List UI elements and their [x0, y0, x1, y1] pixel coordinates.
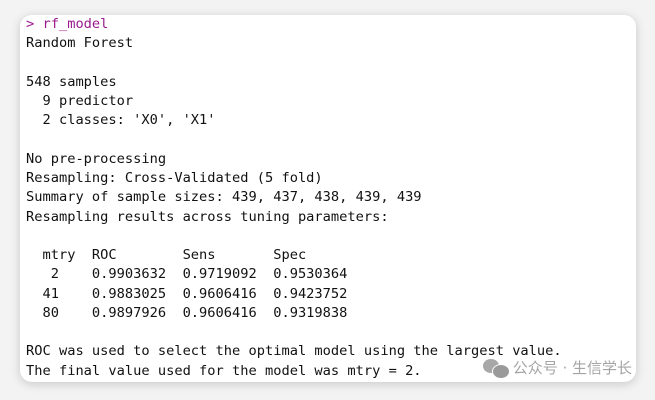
- watermark-text: 公众号 · 生信学长: [512, 359, 632, 377]
- results-table-header: mtry ROC Sens Spec: [26, 247, 348, 263]
- output-line: Resampling: Cross-Validated (5 fold): [26, 170, 323, 186]
- output-line: Random Forest: [26, 35, 134, 52]
- results-table-row: 80 0.9897926 0.9606416 0.9319838: [26, 304, 348, 321]
- output-line: 548 samples: [26, 73, 117, 90]
- results-table-row: 2 0.9903632 0.9719092 0.9530364: [26, 266, 348, 283]
- wechat-icon: [482, 358, 510, 379]
- output-line: [26, 131, 562, 150]
- output-line: Summary of sample sizes: 439, 437, 438, …: [26, 189, 422, 206]
- output-line: 2 classes: 'X0', 'X1': [26, 112, 216, 129]
- console-window: > rf_model Random Forest 548 samples 9 p…: [20, 15, 636, 382]
- watermark: 公众号 · 生信学长: [482, 357, 632, 379]
- output-line: [26, 323, 562, 342]
- output-line: No pre-processing: [26, 150, 167, 167]
- console-command: > rf_model: [26, 16, 109, 32]
- output-line: [26, 227, 562, 246]
- output-line: 9 predictor: [26, 93, 134, 109]
- output-line: The final value used for the model was m…: [26, 362, 422, 379]
- output-line: [26, 54, 562, 73]
- output-line: Resampling results across tuning paramet…: [26, 208, 389, 225]
- results-table-row: 41 0.9883025 0.9606416 0.9423752: [26, 285, 348, 302]
- output-line: ROC was used to select the optimal model…: [26, 343, 562, 360]
- console-output: > rf_model Random Forest 548 samples 9 p…: [26, 15, 562, 381]
